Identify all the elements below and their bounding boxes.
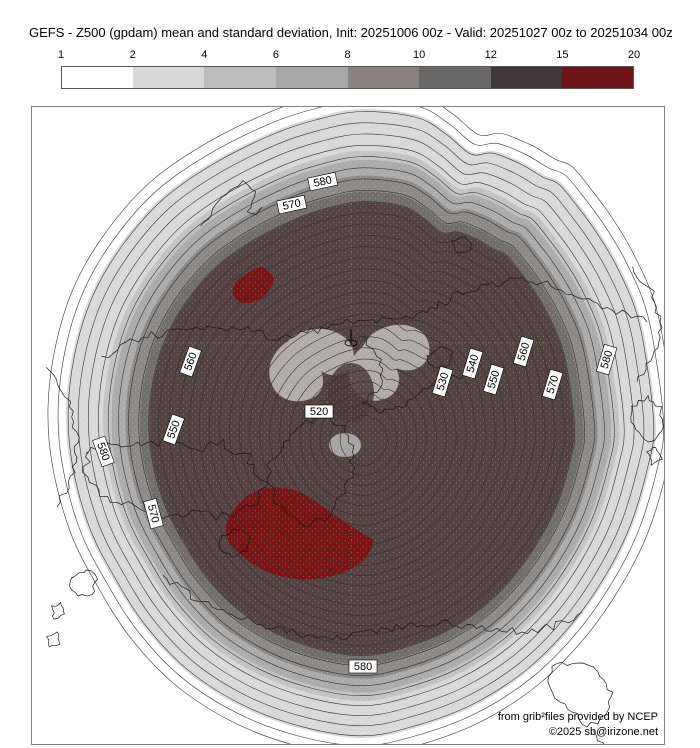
svg-text:520: 520 [310, 406, 328, 418]
svg-text:580: 580 [354, 661, 372, 673]
